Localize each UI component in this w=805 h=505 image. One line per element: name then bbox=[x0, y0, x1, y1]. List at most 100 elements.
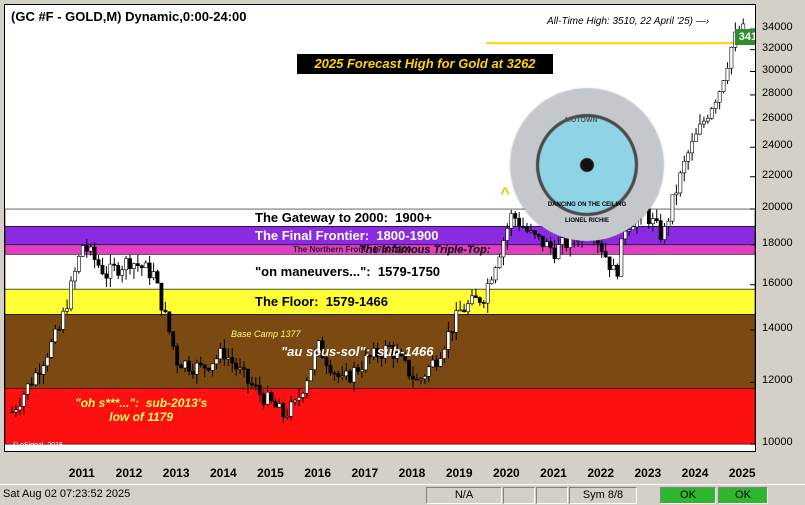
x-tick-label: 2013 bbox=[162, 466, 190, 480]
band-6 bbox=[5, 387, 755, 445]
candle-body-32 bbox=[135, 263, 140, 266]
candle-body-60 bbox=[246, 368, 250, 384]
candle-body-105 bbox=[422, 376, 427, 380]
band-label-1: The Final Frontier: 1800-1900 bbox=[255, 228, 439, 244]
y-tick-label: 34000 bbox=[762, 21, 793, 34]
y-tick-label: 22000 bbox=[762, 168, 793, 181]
candle-body-39 bbox=[163, 309, 168, 313]
candle-body-117 bbox=[470, 295, 474, 305]
y-tick-label: 32000 bbox=[762, 41, 793, 54]
candle-body-23 bbox=[100, 264, 105, 275]
candle-body-71 bbox=[289, 401, 294, 417]
candle-body-10 bbox=[49, 341, 54, 358]
candle-body-88 bbox=[356, 367, 360, 372]
candle-body-80 bbox=[324, 357, 329, 366]
candle-body-40 bbox=[167, 311, 172, 333]
status-bar: Sat Aug 02 07:23:52 2025 N/A Sym 8/8 OK … bbox=[0, 484, 805, 505]
candle-body-46 bbox=[190, 370, 195, 375]
candle-body-150 bbox=[599, 242, 604, 252]
candle-body-41 bbox=[171, 331, 176, 347]
candle-body-85 bbox=[344, 370, 349, 377]
plot-area: ^^^ (GC #F - GOLD,M) Dynamic,0:00-24:00 … bbox=[4, 4, 756, 452]
candle-body-132 bbox=[529, 230, 533, 233]
candle-body-66 bbox=[269, 391, 274, 402]
candle-body-108 bbox=[434, 359, 439, 367]
candle-body-97 bbox=[391, 345, 396, 359]
x-tick-label: 2020 bbox=[492, 466, 520, 480]
x-tick-label: 2025 bbox=[728, 466, 756, 480]
status-na: N/A bbox=[426, 487, 502, 504]
candle-body-134 bbox=[536, 233, 541, 237]
candle-body-166 bbox=[662, 226, 667, 240]
candle-body-175 bbox=[698, 123, 702, 135]
candle-body-153 bbox=[611, 264, 616, 270]
candle-body-112 bbox=[450, 331, 455, 333]
triple-top-label: The Infamous Triple-Top: bbox=[359, 244, 491, 256]
candle-body-24 bbox=[104, 273, 109, 279]
candle-body-44 bbox=[183, 360, 187, 369]
x-tick-label: 2024 bbox=[681, 466, 709, 480]
candle-body-51 bbox=[210, 363, 215, 371]
record-brand: MOTOWN bbox=[565, 117, 598, 124]
candle-body-36 bbox=[151, 271, 156, 279]
candle-body-113 bbox=[454, 310, 459, 333]
candle-body-1 bbox=[14, 409, 18, 413]
x-tick-label: 2021 bbox=[540, 466, 567, 480]
candle-body-6 bbox=[33, 372, 38, 386]
y-tick-label: 12000 bbox=[762, 374, 793, 387]
candle-body-177 bbox=[705, 117, 710, 122]
candle-body-42 bbox=[175, 345, 180, 366]
candle-body-54 bbox=[222, 348, 227, 360]
x-tick-label: 2012 bbox=[115, 466, 143, 480]
candle-body-109 bbox=[438, 358, 443, 367]
candle-body-26 bbox=[112, 263, 117, 266]
candle-body-15 bbox=[69, 280, 73, 310]
candle-body-37 bbox=[155, 271, 160, 284]
candle-body-93 bbox=[375, 348, 380, 358]
candle-body-99 bbox=[399, 352, 404, 357]
last-price-tag: 34160 bbox=[735, 29, 755, 45]
candle-body-123 bbox=[493, 267, 498, 281]
candle-body-133 bbox=[532, 230, 537, 235]
candle-body-9 bbox=[45, 356, 50, 367]
candle-body-30 bbox=[128, 258, 132, 269]
candle-body-158 bbox=[631, 226, 636, 230]
candle-body-48 bbox=[198, 362, 203, 366]
candle-body-77 bbox=[312, 352, 317, 371]
candle-body-141 bbox=[564, 237, 569, 248]
candle-body-138 bbox=[552, 247, 557, 260]
y-tick-label: 16000 bbox=[762, 276, 793, 289]
x-axis: 2011 2012 2013 2014 2015 2016 2017 2018 2019 2020… bbox=[4, 460, 756, 482]
candle-body-5 bbox=[29, 383, 34, 386]
candle-body-28 bbox=[120, 269, 125, 276]
candle-body-131 bbox=[525, 226, 529, 232]
candle-body-92 bbox=[371, 348, 376, 358]
candle-body-87 bbox=[352, 367, 356, 383]
candle-body-96 bbox=[387, 345, 392, 347]
band-label-5: "au sous-sol": sub-1466 bbox=[281, 343, 434, 359]
candle-body-136 bbox=[544, 241, 549, 247]
candle-body-128 bbox=[513, 213, 518, 219]
candle-body-121 bbox=[485, 283, 490, 304]
status-ok-2: OK bbox=[718, 487, 768, 504]
candle-body-174 bbox=[694, 133, 698, 142]
candle-body-4 bbox=[25, 383, 30, 395]
candle-body-86 bbox=[348, 370, 353, 383]
candle-body-8 bbox=[41, 365, 46, 375]
status-empty-2 bbox=[536, 487, 568, 504]
y-axis: 10000 12000 14000 16000 18000 20000 22000 24000… bbox=[756, 4, 805, 452]
record-song-title: DANCING ON THE CEILING bbox=[547, 202, 627, 208]
candle-body-7 bbox=[37, 372, 42, 375]
candle-body-33 bbox=[139, 265, 144, 269]
candle-body-102 bbox=[411, 375, 415, 380]
candle-body-13 bbox=[61, 310, 66, 330]
candle-body-89 bbox=[360, 369, 364, 372]
candle-body-183 bbox=[729, 47, 734, 69]
candle-body-101 bbox=[407, 359, 411, 377]
chart-svg: ^^^ bbox=[5, 18, 755, 445]
candle-body-104 bbox=[418, 378, 423, 381]
candle-body-64 bbox=[261, 393, 266, 405]
candle-body-180 bbox=[717, 91, 722, 103]
candle-body-140 bbox=[560, 237, 565, 245]
y-tick-label: 18000 bbox=[762, 236, 793, 249]
